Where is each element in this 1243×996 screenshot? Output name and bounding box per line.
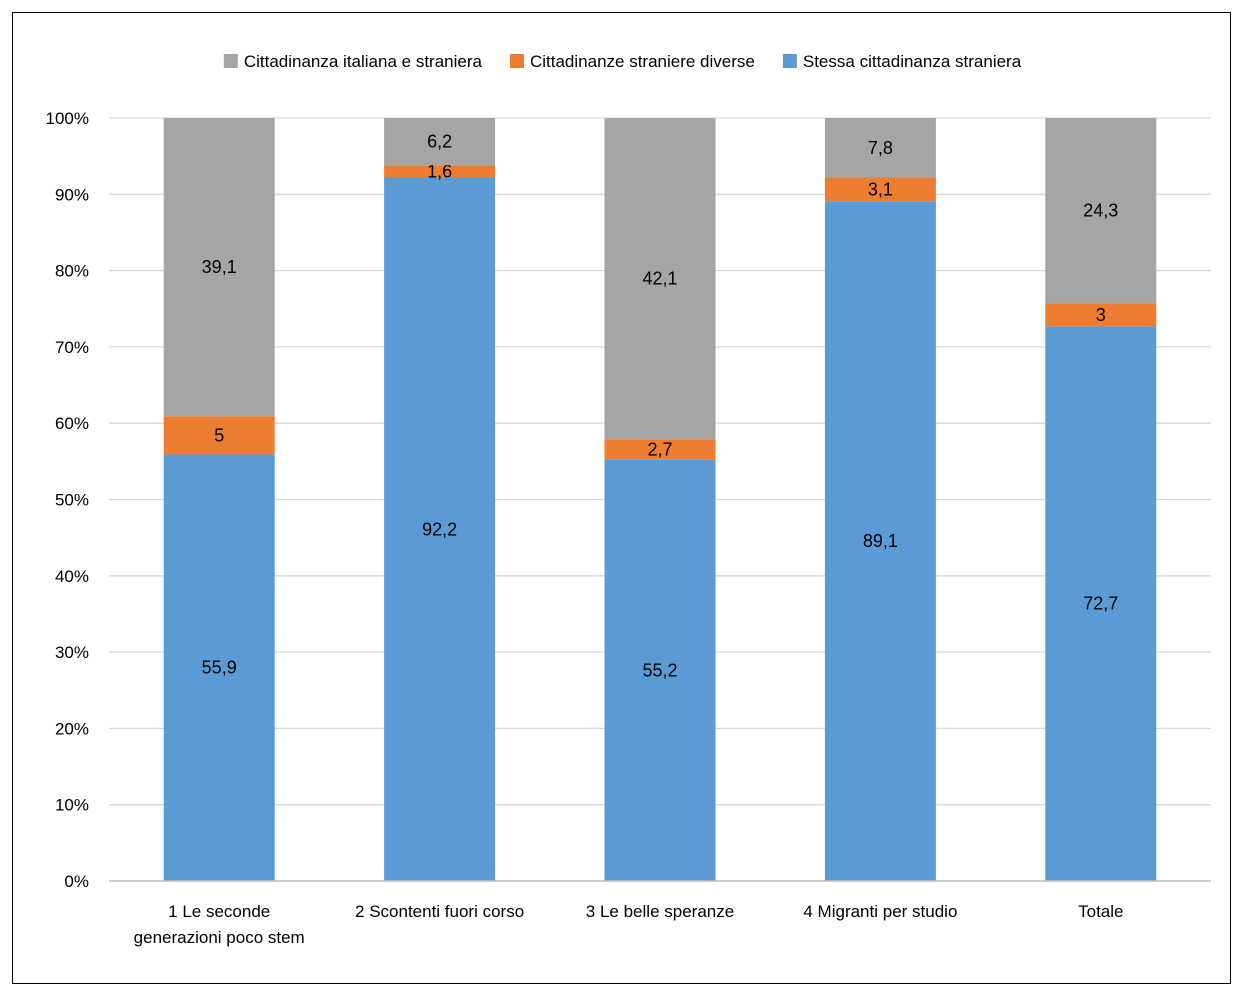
y-tick-label: 80%	[55, 262, 89, 281]
data-label: 92,2	[422, 519, 457, 539]
data-label: 24,3	[1083, 201, 1118, 221]
data-label: 55,9	[202, 658, 237, 678]
y-tick-label: 0%	[64, 872, 89, 891]
bar-segment	[384, 118, 496, 166]
legend-label: Cittadinanza italiana e straniera	[244, 52, 483, 71]
data-label: 3	[1096, 305, 1106, 325]
bar-segment	[384, 165, 496, 178]
data-label: 42,1	[642, 269, 677, 289]
category-label: 3 Le belle speranze	[586, 902, 734, 921]
legend-swatch	[509, 54, 524, 68]
data-label: 6,2	[427, 132, 452, 152]
data-label: 7,8	[868, 138, 893, 158]
bar-segment	[1045, 118, 1157, 304]
legend-label: Cittadinanze straniere diverse	[530, 52, 755, 71]
y-tick-label: 10%	[55, 796, 89, 815]
bar-segment	[824, 118, 936, 178]
bar-segment	[604, 459, 716, 881]
stacked-bar-chart: 0%10%20%30%40%50%60%70%80%90%100%55,9539…	[46, 52, 1211, 947]
bar-segment	[384, 177, 496, 881]
y-tick-label: 70%	[55, 338, 89, 357]
category-label: 2 Scontenti fuori corso	[355, 902, 524, 921]
legend-label: Stessa cittadinanza straniera	[803, 52, 1022, 71]
data-label: 3,1	[868, 179, 893, 199]
bar-segment	[824, 177, 936, 202]
bar-segment	[163, 118, 275, 417]
y-tick-label: 60%	[55, 414, 89, 433]
bar-segment	[163, 454, 275, 881]
y-tick-label: 30%	[55, 643, 89, 662]
y-tick-label: 40%	[55, 567, 89, 586]
category-label: generazioni poco stem	[134, 928, 305, 947]
y-tick-label: 90%	[55, 185, 89, 204]
data-label: 89,1	[863, 531, 898, 551]
category-label: 1 Le seconde	[168, 902, 270, 921]
y-tick-label: 50%	[55, 491, 89, 510]
data-label: 5	[214, 425, 224, 445]
legend-swatch	[782, 54, 797, 68]
data-label: 39,1	[202, 257, 237, 277]
bar-segment	[604, 439, 716, 460]
data-label: 72,7	[1083, 594, 1118, 614]
bar-segment	[1045, 303, 1157, 327]
y-tick-label: 20%	[55, 719, 89, 738]
bar-segment	[163, 416, 275, 455]
chart-frame: 0% 10% 20% 30% 40% 50% 60% 70% 80% 90% 100% 55,9 5 39…	[12, 12, 1231, 984]
data-label: 55,2	[642, 660, 677, 680]
bar-segment	[1045, 326, 1157, 881]
legend-swatch	[223, 54, 238, 68]
category-label: Totale	[1078, 902, 1123, 921]
category-label: 4 Migranti per studio	[803, 902, 957, 921]
bar-segment	[824, 201, 936, 882]
y-tick-label: 100%	[46, 109, 89, 128]
bar-segment	[604, 118, 716, 440]
data-label: 1,6	[427, 161, 452, 181]
data-label: 2,7	[647, 440, 672, 460]
